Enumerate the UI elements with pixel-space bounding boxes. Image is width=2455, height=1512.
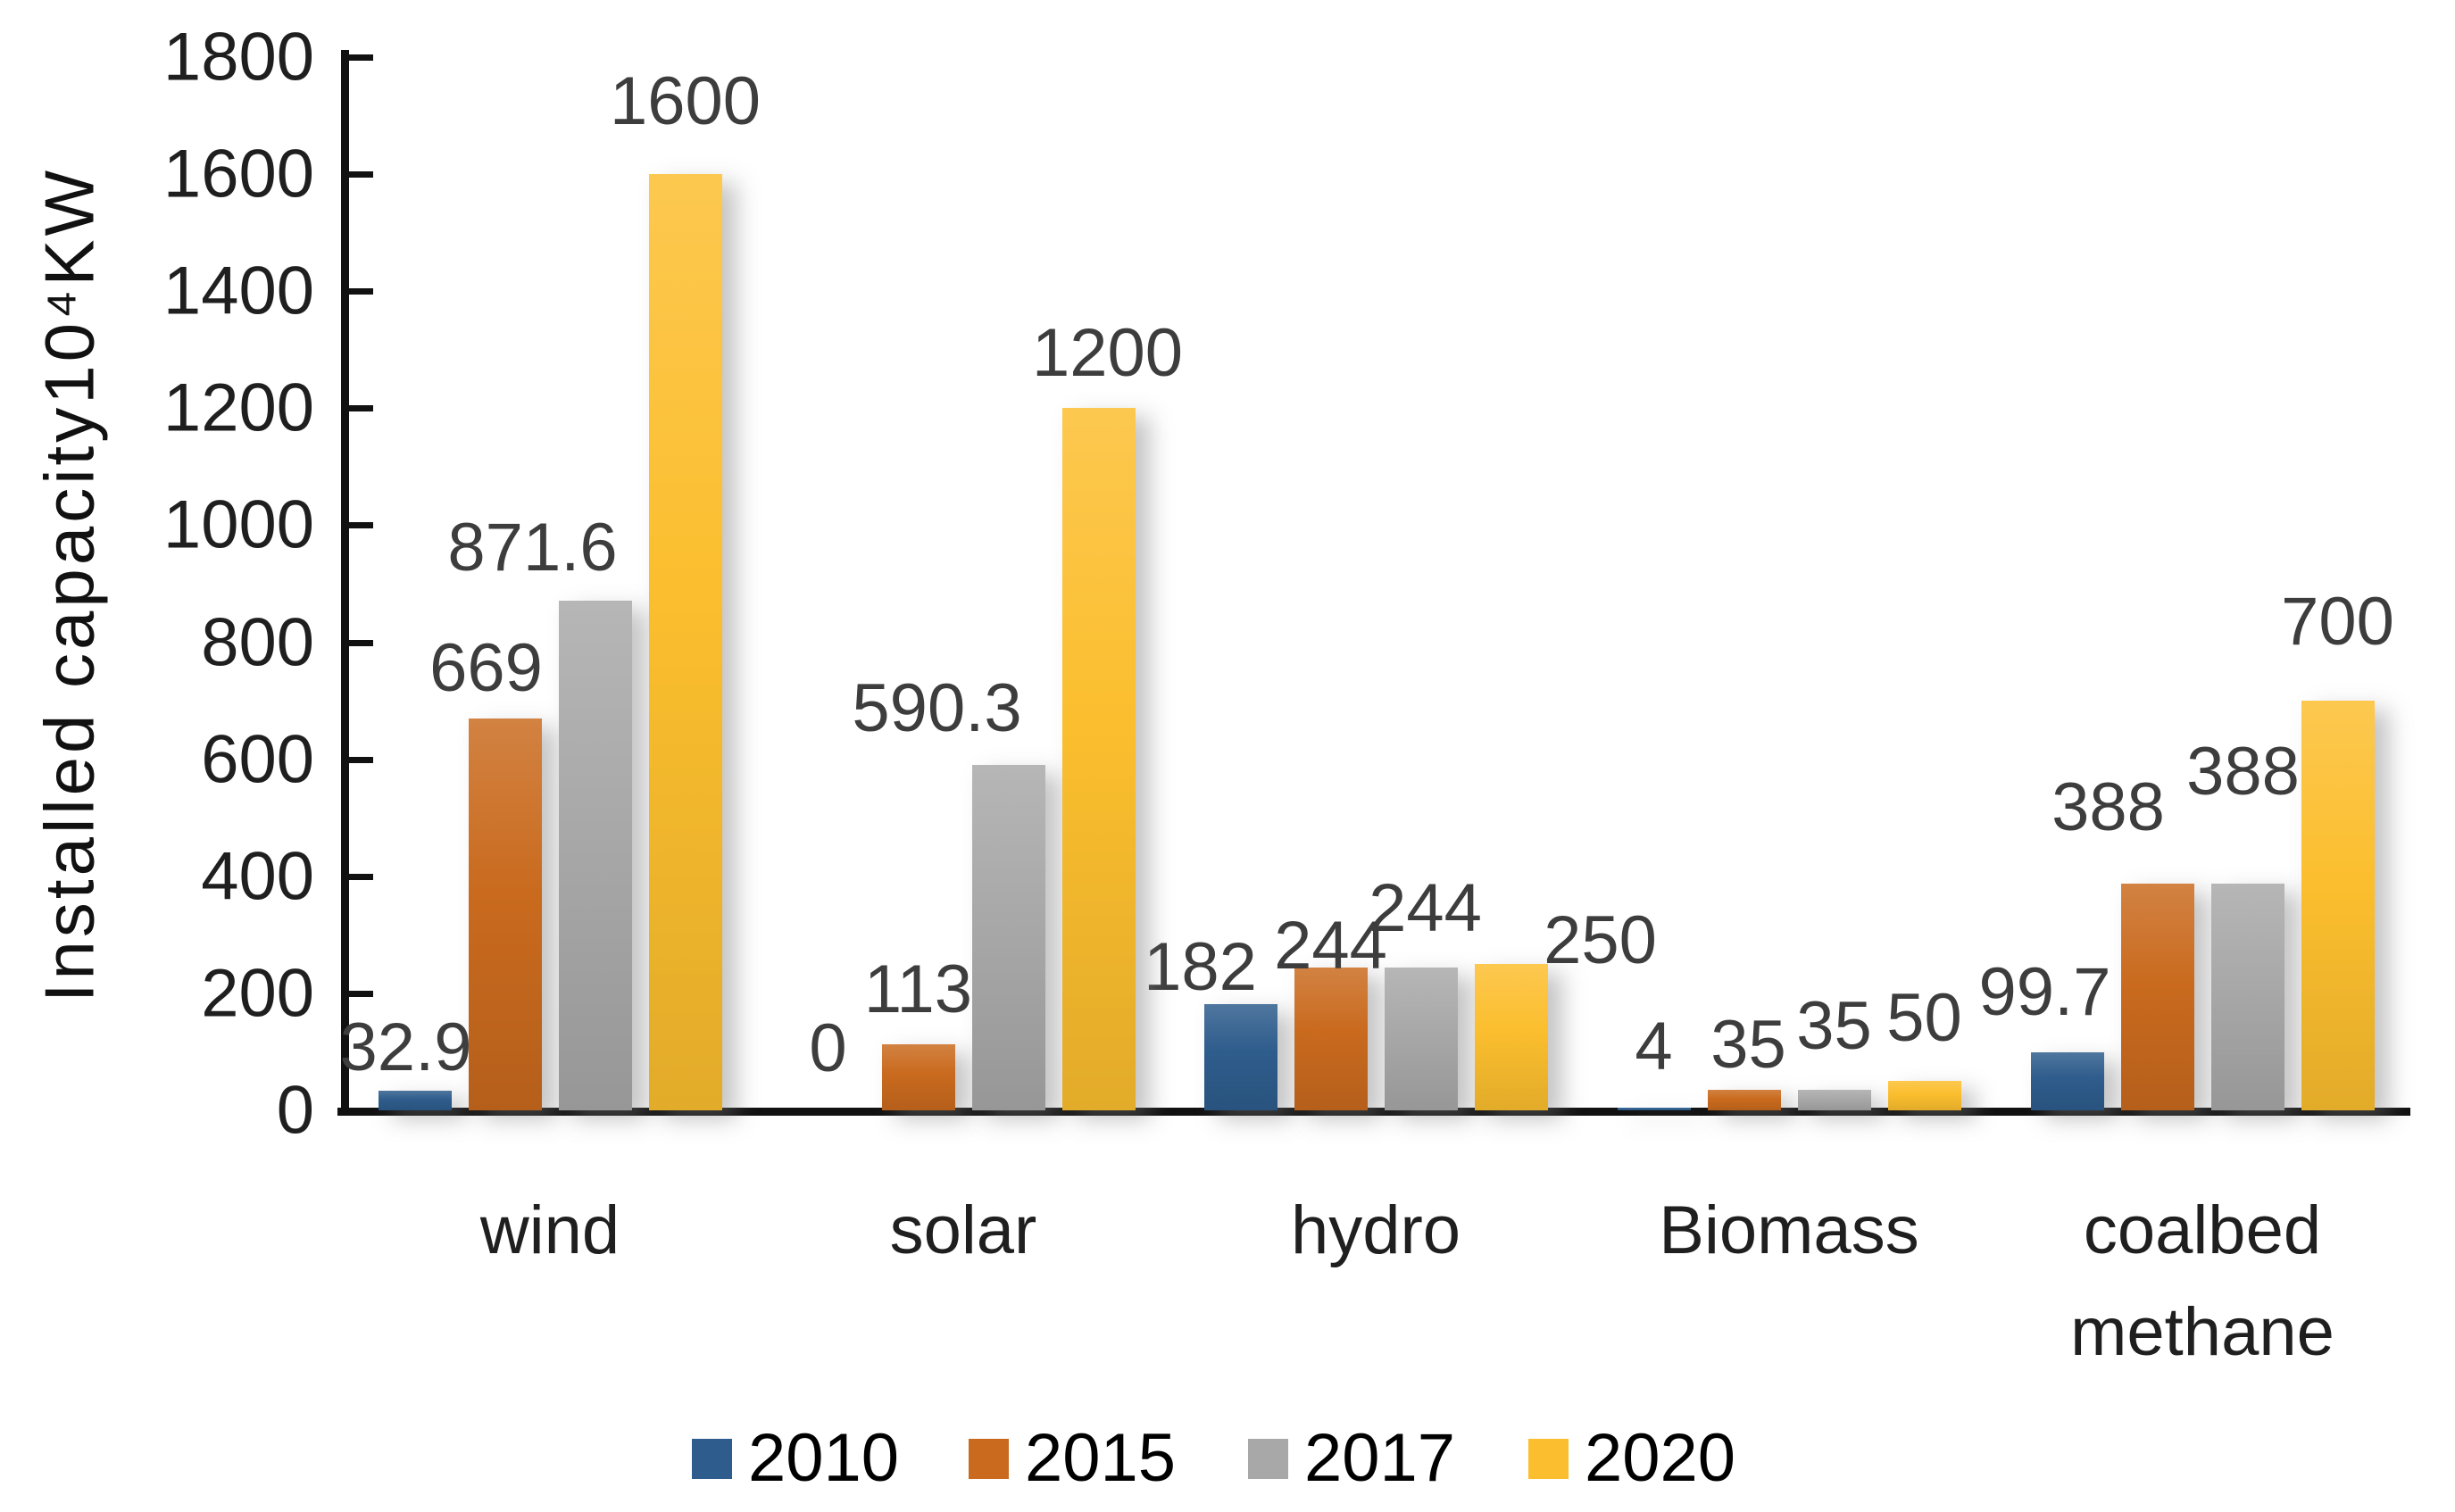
bar-biomass-2020 xyxy=(1887,1081,1961,1110)
bar-label-coalbed-methane-2015: 388 xyxy=(2051,769,2165,845)
bar-wind-2015 xyxy=(468,719,542,1110)
y-tick-label-1000: 1000 xyxy=(162,486,314,563)
y-tick-mark-1400 xyxy=(349,288,373,295)
y-tick-label-1600: 1600 xyxy=(162,136,314,212)
bar-hydro-2017 xyxy=(1384,968,1458,1110)
y-tick-label-200: 200 xyxy=(201,955,314,1032)
bar-hydro-2015 xyxy=(1294,968,1368,1110)
y-tick-label-0: 0 xyxy=(276,1072,314,1149)
bar-label-hydro-2020: 250 xyxy=(1544,902,1657,978)
bar-solar-2020 xyxy=(1061,408,1136,1110)
bar-label-wind-2017: 871.6 xyxy=(447,510,618,586)
bar-coalbed-methane-2010 xyxy=(2030,1052,2104,1110)
bar-solar-2015 xyxy=(881,1044,955,1110)
legend-label-2017: 2017 xyxy=(1304,1420,1456,1496)
bar-label-wind-2020: 1600 xyxy=(609,63,761,139)
y-tick-mark-1200 xyxy=(349,405,373,412)
y-tick-mark-400 xyxy=(349,873,373,880)
y-tick-mark-1000 xyxy=(349,522,373,529)
bar-label-solar-2020: 1200 xyxy=(1031,315,1184,391)
legend: 2010 2015 2017 2020 xyxy=(0,1425,2455,1512)
bar-label-coalbed-methane-2017: 388 xyxy=(2186,734,2300,810)
y-axis-line xyxy=(341,50,349,1116)
legend-swatch-2017 xyxy=(1248,1438,1288,1479)
bar-coalbed-methane-2020 xyxy=(2301,701,2375,1110)
legend-item-2015: 2015 xyxy=(969,1425,1176,1492)
legend-label-2015: 2015 xyxy=(1025,1420,1177,1496)
y-tick-label-800: 800 xyxy=(201,604,314,681)
y-tick-mark-800 xyxy=(349,639,373,646)
legend-item-2020: 2020 xyxy=(1528,1425,1735,1492)
bar-hydro-2010 xyxy=(1203,1004,1277,1110)
bar-biomass-2017 xyxy=(1797,1090,1871,1110)
bar-label-hydro-2010: 182 xyxy=(1144,929,1257,1005)
y-tick-label-600: 600 xyxy=(201,721,314,798)
category-label-hydro: hydro xyxy=(1290,1192,1461,1268)
bar-biomass-2015 xyxy=(1707,1090,1781,1110)
category-label-solar: solar xyxy=(889,1192,1037,1268)
legend-item-2010: 2010 xyxy=(692,1425,899,1492)
legend-swatch-2010 xyxy=(692,1438,732,1479)
y-tick-label-1200: 1200 xyxy=(162,370,314,446)
bar-label-solar-2010: 0 xyxy=(809,1010,847,1086)
bar-label-coalbed-methane-2010: 99.7 xyxy=(1978,954,2111,1030)
x-axis-line xyxy=(337,1108,2410,1116)
y-axis-title: Installed capacity10⁴KW xyxy=(29,166,109,1003)
bar-solar-2017 xyxy=(971,765,1045,1110)
bar-hydro-2020 xyxy=(1474,964,1548,1110)
bar-label-biomass-2015: 35 xyxy=(1710,1007,1786,1083)
bar-label-biomass-2020: 50 xyxy=(1886,980,1962,1056)
y-tick-label-1800: 1800 xyxy=(162,19,314,96)
bar-label-solar-2015: 113 xyxy=(863,951,973,1027)
bar-label-solar-2017: 590.3 xyxy=(852,670,1022,746)
bar-coalbed-methane-2015 xyxy=(2120,884,2194,1110)
bar-coalbed-methane-2017 xyxy=(2210,884,2284,1110)
bar-wind-2010 xyxy=(378,1091,452,1110)
category-label-biomass: Biomass xyxy=(1659,1192,1919,1268)
bar-label-hydro-2017: 244 xyxy=(1369,870,1482,946)
bar-label-hydro-2015: 244 xyxy=(1274,908,1387,984)
y-tick-mark-1600 xyxy=(349,171,373,179)
legend-swatch-2015 xyxy=(969,1438,1009,1479)
legend-label-2010: 2010 xyxy=(748,1420,900,1496)
bar-wind-2017 xyxy=(558,601,632,1110)
bar-label-wind-2010: 32.9 xyxy=(339,1009,472,1085)
bar-wind-2020 xyxy=(648,174,722,1110)
legend-item-2017: 2017 xyxy=(1248,1425,1455,1492)
y-tick-mark-200 xyxy=(349,990,373,997)
y-tick-mark-0 xyxy=(349,1108,373,1114)
legend-label-2020: 2020 xyxy=(1585,1420,1736,1496)
bar-label-biomass-2017: 35 xyxy=(1796,988,1872,1064)
bar-label-biomass-2010: 4 xyxy=(1635,1009,1673,1084)
y-tick-label-400: 400 xyxy=(201,838,314,915)
legend-swatch-2020 xyxy=(1528,1438,1569,1479)
y-tick-mark-1800 xyxy=(349,54,373,61)
bar-label-coalbed-methane-2020: 700 xyxy=(2281,584,2394,660)
category-label-wind: wind xyxy=(479,1192,620,1268)
y-tick-mark-600 xyxy=(349,756,373,763)
bar-label-wind-2015: 669 xyxy=(429,630,543,706)
category-label-coalbed-methane: coalbed methane xyxy=(2070,1192,2334,1370)
bar-biomass-2010 xyxy=(1617,1108,1691,1110)
y-tick-label-1400: 1400 xyxy=(162,253,314,329)
